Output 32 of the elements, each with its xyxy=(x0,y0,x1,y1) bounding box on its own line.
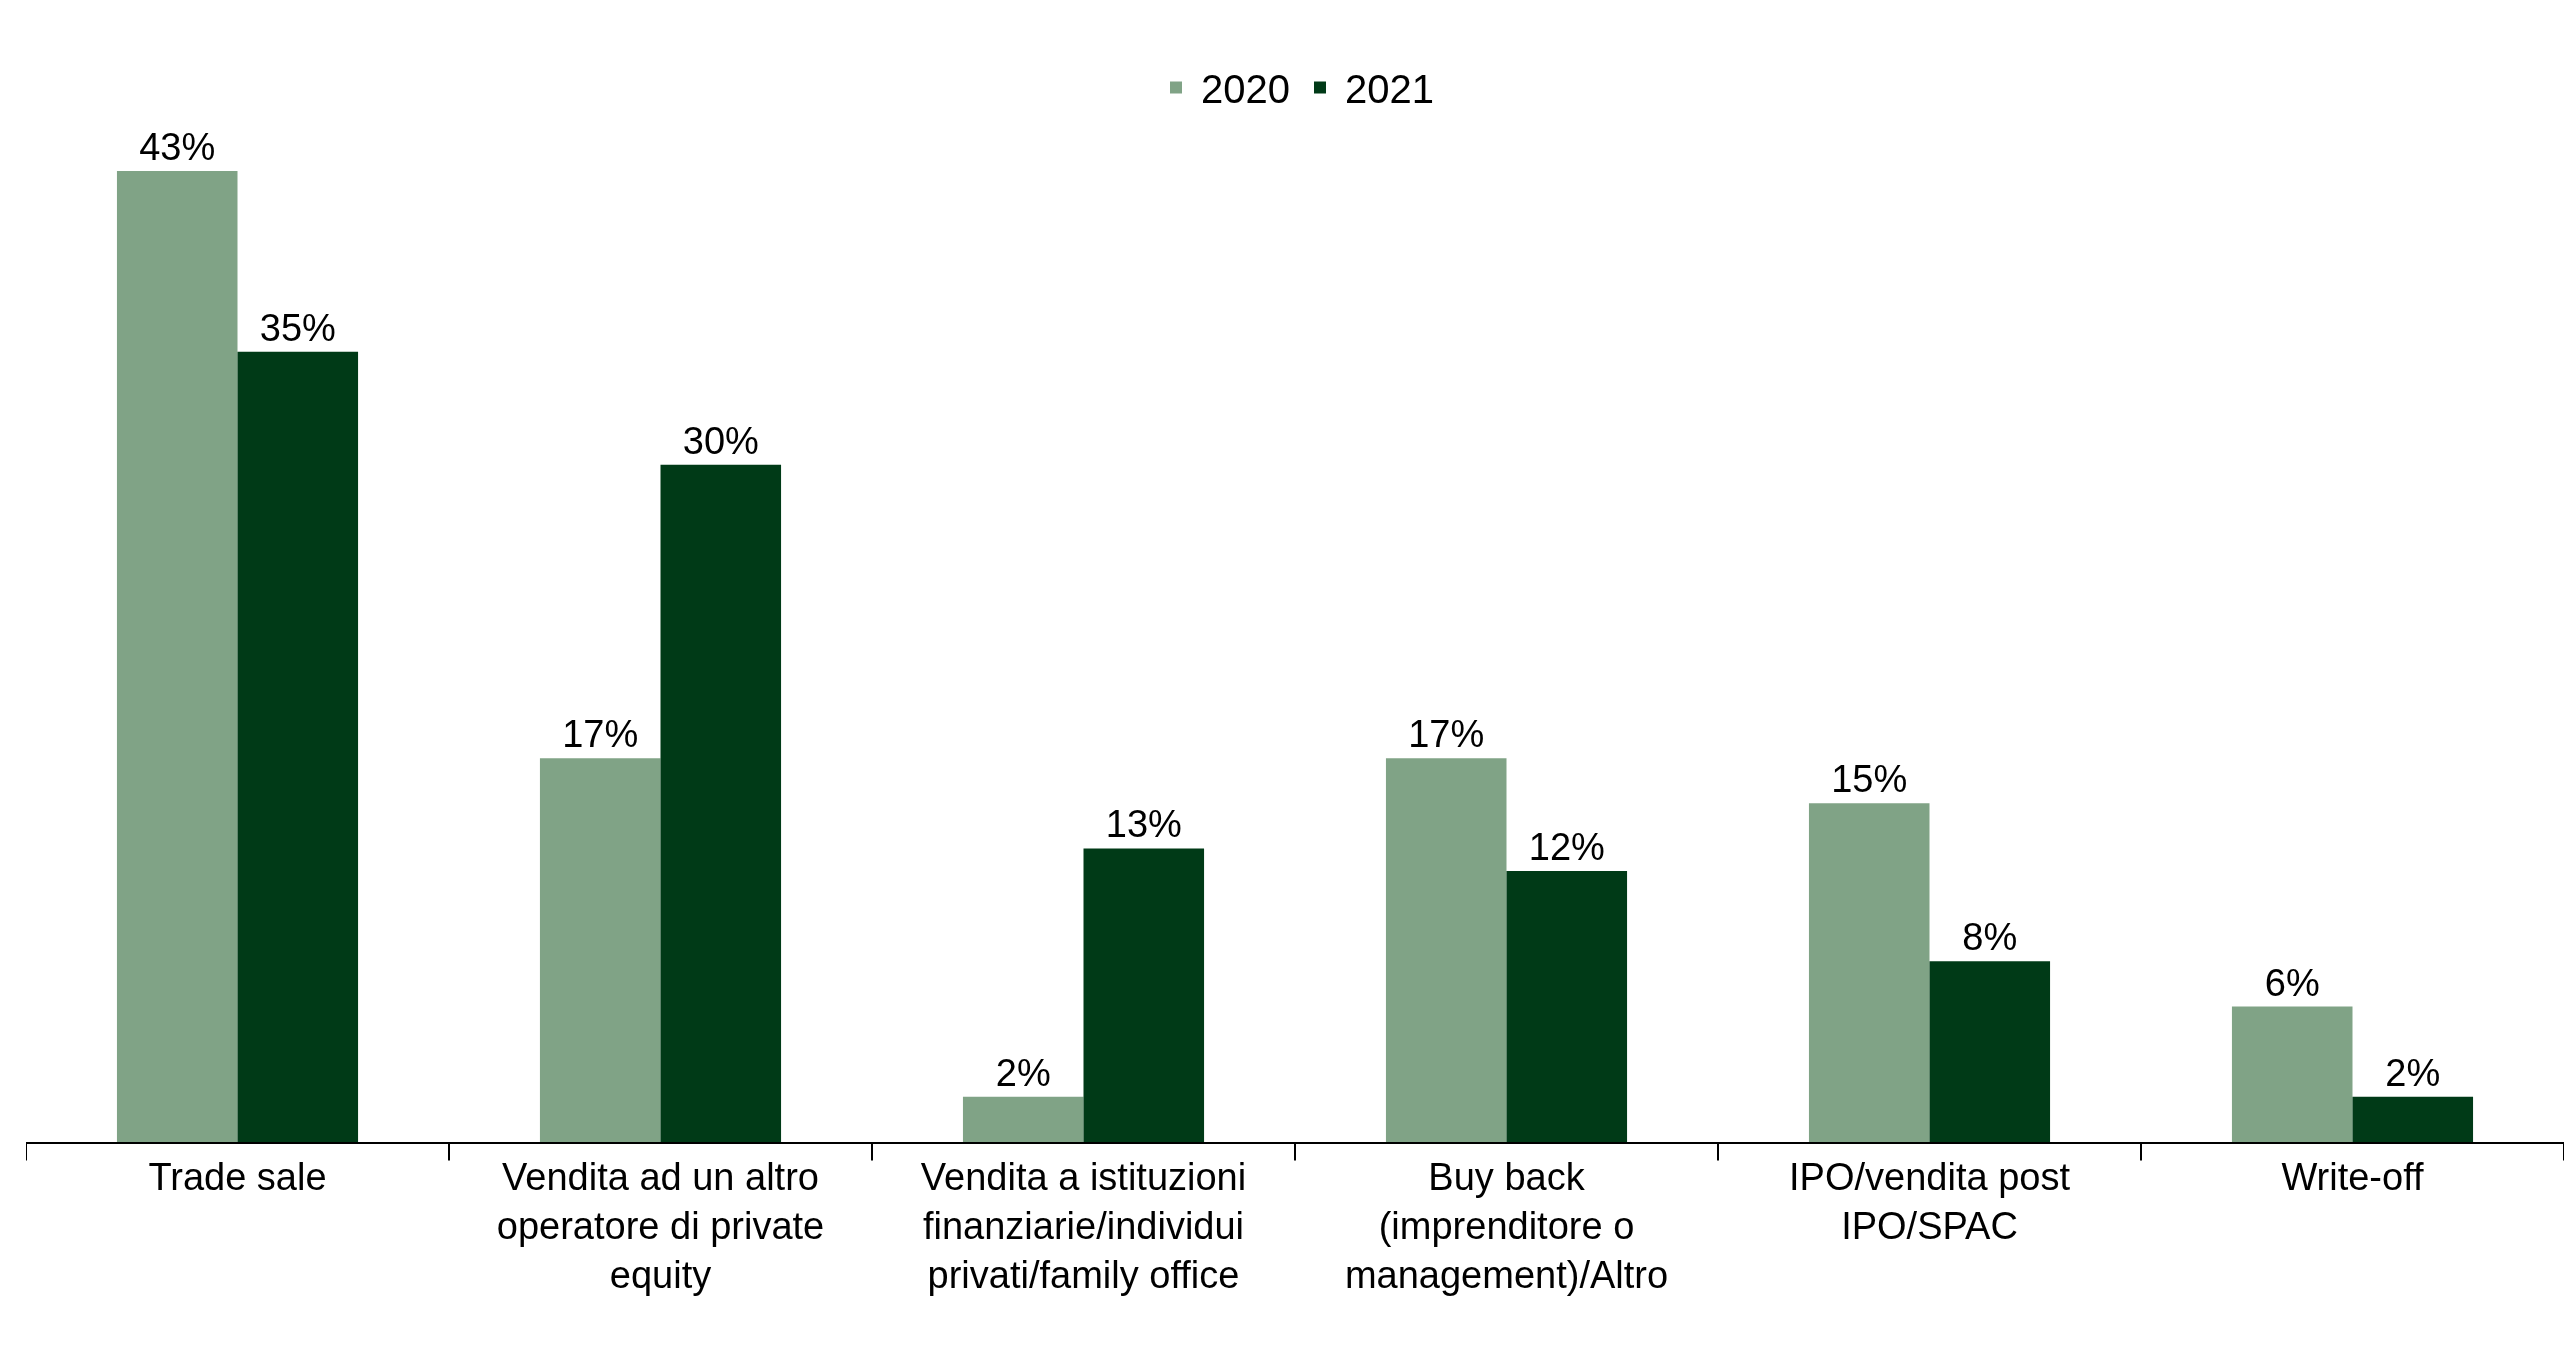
bar xyxy=(237,351,359,1142)
bar xyxy=(1385,758,1507,1142)
x-tick-label: Write-off xyxy=(2281,1155,2425,1198)
data-label: 35% xyxy=(259,306,336,349)
data-label: 6% xyxy=(2264,961,2320,1004)
bar xyxy=(1808,803,1930,1142)
bar xyxy=(962,1096,1084,1142)
bar xyxy=(539,758,661,1142)
bar xyxy=(116,171,238,1142)
data-label: 30% xyxy=(682,419,759,462)
data-label: 15% xyxy=(1831,758,1908,801)
bar xyxy=(1929,961,2051,1142)
legend-label: 2020 xyxy=(1201,67,1290,112)
data-label: 13% xyxy=(1105,803,1182,846)
bar xyxy=(2352,1096,2474,1142)
data-label: 43% xyxy=(139,126,216,169)
x-tick-label: Vendita ad un altro operatore di private equity xyxy=(496,1155,825,1297)
data-label: 2% xyxy=(2385,1051,2441,1094)
x-tick-label: Buy back (imprenditore o management)/Altro xyxy=(1344,1155,1669,1297)
x-tick-label: IPO/vendita post IPO/SPAC xyxy=(1789,1155,2071,1247)
data-label: 8% xyxy=(1962,916,2018,959)
legend-label: 2021 xyxy=(1344,67,1434,112)
bar xyxy=(660,464,782,1142)
x-tick-label: Trade sale xyxy=(148,1155,327,1198)
data-label: 12% xyxy=(1528,826,1605,869)
bar xyxy=(1083,848,1205,1142)
data-label: 2% xyxy=(995,1051,1051,1094)
data-label: 17% xyxy=(562,713,639,756)
x-tick-label: Vendita a istituzioni finanziarie/individui privati/family office xyxy=(920,1155,1247,1297)
data-label: 17% xyxy=(1408,713,1485,756)
bar xyxy=(2231,1006,2353,1142)
bar xyxy=(1506,871,1628,1142)
